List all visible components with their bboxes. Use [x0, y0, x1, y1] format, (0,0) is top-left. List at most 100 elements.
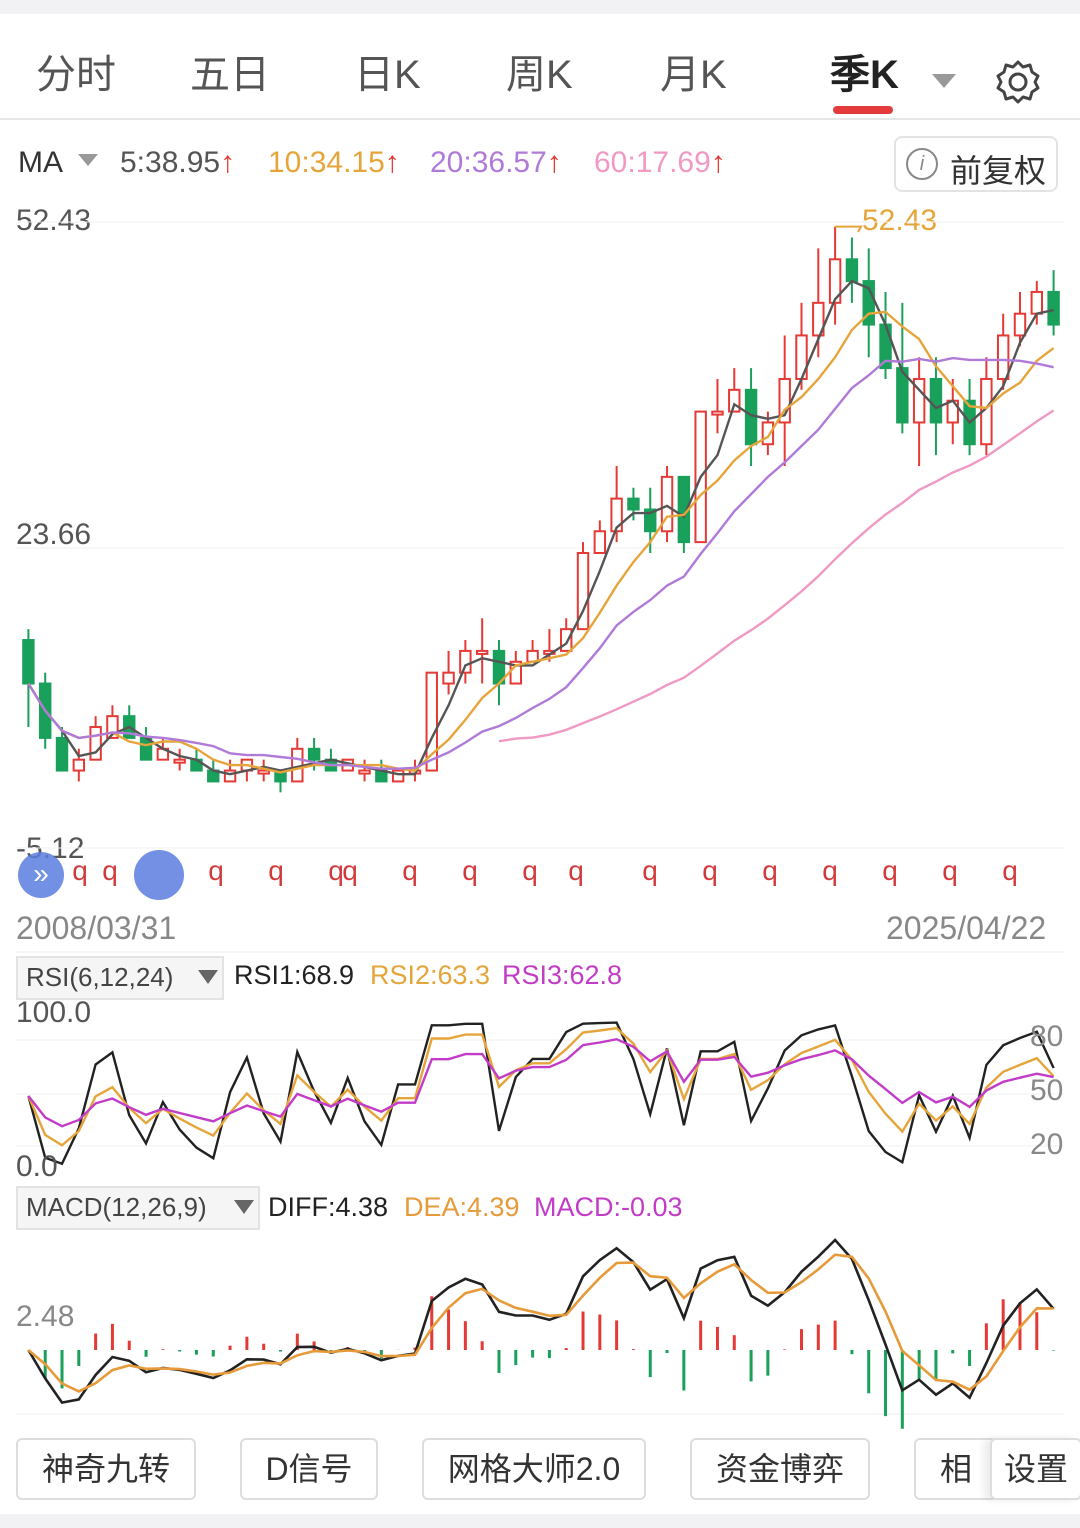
- rsi-select[interactable]: RSI(6,12,24): [16, 956, 224, 1000]
- q-marker: q: [642, 855, 658, 886]
- active-tab-indicator: [833, 106, 893, 114]
- q-marker: q: [268, 855, 284, 886]
- q-marker: q: [328, 855, 344, 886]
- rsi1-line: [27, 1021, 1055, 1166]
- price-axis-mid: 23.66: [16, 518, 92, 551]
- period-tabs: 分时 五日 日K 周K 月K 季K: [0, 14, 1080, 120]
- candle-body: [559, 628, 573, 652]
- candle-body: [761, 421, 775, 446]
- tab-fenshi[interactable]: 分时: [36, 53, 116, 97]
- tab-yuek[interactable]: 月K: [660, 53, 727, 97]
- candle-body: [425, 671, 438, 772]
- ma60-line: [498, 409, 1055, 743]
- rsi2-line: [27, 1026, 1055, 1147]
- rsi-axis-50: 50: [1030, 1074, 1064, 1107]
- ma20-line: [27, 356, 1054, 770]
- fund-game-button[interactable]: 资金博弈: [690, 1438, 870, 1500]
- q-marker: q: [402, 855, 418, 886]
- macd-select[interactable]: MACD(12,26,9): [16, 1186, 260, 1230]
- q-marker: q: [102, 855, 118, 886]
- candle-body: [660, 475, 674, 533]
- q-marker: q: [522, 855, 538, 886]
- grid-master-button[interactable]: 网格大师2.0: [422, 1438, 646, 1500]
- candle-body: [576, 552, 590, 631]
- rsi-dropdown-icon: [198, 970, 218, 984]
- macd-value: MACD:-0.03: [534, 1192, 683, 1222]
- rsi-axis-20: 20: [1030, 1128, 1064, 1161]
- max-price-marker: 52.43: [862, 204, 938, 237]
- candle-body: [728, 388, 741, 413]
- ma60-value: 60:17.69↑: [594, 146, 726, 179]
- candle-body: [1030, 290, 1044, 315]
- adjust-button[interactable]: i 前复权: [894, 136, 1058, 192]
- candle-body: [89, 726, 102, 761]
- candle-body: [22, 639, 35, 685]
- candle-body: [812, 301, 825, 337]
- rsi-select-label: RSI(6,12,24): [26, 962, 174, 992]
- kline-chart[interactable]: q q q q qq q q q q q q q q q q q: [0, 0, 1080, 1430]
- macd-axis-level: 2.48: [16, 1300, 75, 1333]
- macd-dropdown-icon: [234, 1200, 254, 1214]
- ma-dropdown-icon[interactable]: [78, 154, 98, 166]
- candle-body: [55, 736, 69, 772]
- d-signal-button[interactable]: D信号: [240, 1438, 378, 1500]
- q-marker: q: [702, 855, 718, 886]
- candle-body: [173, 758, 186, 764]
- q-marker: q: [882, 855, 898, 886]
- candle-body: [711, 410, 724, 416]
- related-button[interactable]: 相: [914, 1438, 998, 1500]
- max-marker-line: [835, 225, 863, 233]
- tab-jik[interactable]: 季K: [830, 53, 899, 97]
- candle-body: [1013, 312, 1027, 337]
- candle-body: [72, 758, 86, 772]
- candle-body: [828, 258, 842, 304]
- price-axis-top: 52.43: [16, 204, 92, 237]
- candle-body: [778, 377, 791, 424]
- candle-body: [862, 280, 875, 326]
- q-marker: q: [72, 855, 88, 886]
- rsi-axis-bottom: 0.0: [16, 1150, 58, 1183]
- ma10-line: [27, 310, 1055, 774]
- tab-wuri[interactable]: 五日: [190, 53, 270, 97]
- candle-body: [475, 649, 489, 655]
- q-marker: q: [942, 855, 958, 886]
- q-marker: q: [568, 855, 584, 886]
- settings-button[interactable]: 设置: [990, 1438, 1080, 1500]
- dea-value: DEA:4.39: [404, 1192, 520, 1222]
- tab-zhouk[interactable]: 周K: [506, 53, 573, 97]
- candle-body: [996, 334, 1010, 380]
- candle-body: [610, 497, 623, 533]
- ma-select[interactable]: MA: [18, 146, 63, 179]
- ma5-value: 5:38.95↑: [120, 146, 236, 179]
- gear-icon[interactable]: [994, 58, 1042, 106]
- candle-body: [845, 258, 859, 283]
- dea-line: [27, 1253, 1054, 1393]
- rsi3-value: RSI3:62.8: [502, 960, 623, 990]
- rsi3-line: [27, 1037, 1054, 1128]
- candle-body: [627, 497, 640, 511]
- scroll-left-icon[interactable]: »: [18, 852, 64, 898]
- rsi-axis-top: 100.0: [16, 996, 92, 1029]
- candle-body: [1047, 290, 1060, 326]
- adjust-button-label: 前复权: [950, 153, 1047, 189]
- ma20-value: 20:36.57↑: [430, 146, 562, 179]
- candle-body: [912, 377, 926, 424]
- candle-body: [358, 769, 371, 775]
- candle-body: [391, 769, 405, 783]
- q-marker: q: [208, 855, 224, 886]
- info-icon: i: [906, 148, 938, 180]
- rsi2-value: RSI2:63.3: [370, 960, 491, 990]
- candle-body: [442, 671, 455, 685]
- end-date: 2025/04/22: [886, 910, 1047, 946]
- tab-rik[interactable]: 日K: [354, 53, 421, 97]
- candle-body: [106, 715, 119, 739]
- candle-body: [593, 530, 607, 555]
- ma10-value: 10:34.15↑: [268, 146, 400, 179]
- shenqi-button[interactable]: 神奇九转: [16, 1438, 196, 1500]
- candle-body: [459, 649, 472, 674]
- q-marker: q: [1002, 855, 1018, 886]
- reset-view-icon[interactable]: [134, 850, 184, 900]
- period-dropdown-icon[interactable]: [932, 74, 956, 88]
- ma5-line: [27, 279, 1054, 776]
- candle-body: [307, 747, 321, 761]
